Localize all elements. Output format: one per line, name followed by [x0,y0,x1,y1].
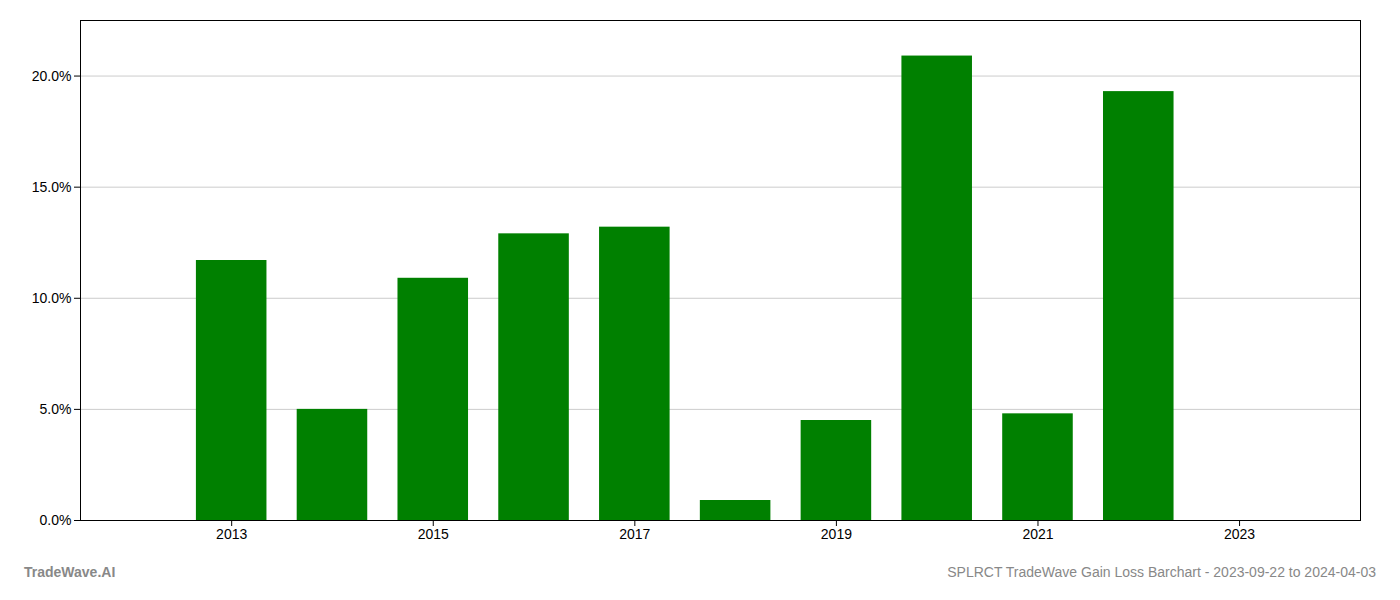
svg-text:2013: 2013 [216,526,247,542]
svg-text:2017: 2017 [619,526,650,542]
svg-text:0.0%: 0.0% [40,512,72,528]
html-text:SPLRCT TradeWave Gain Loss Bar: SPLRCT TradeWave Gain Loss Barchart - 20… [947,564,1376,580]
svg-text:2019: 2019 [821,526,852,542]
html-text:TradeWave.AI: TradeWave.AI [24,564,116,580]
svg-text:5.0%: 5.0% [40,401,72,417]
svg-text:2015: 2015 [418,526,449,542]
svg-text:20.0%: 20.0% [32,68,72,84]
svg-text:10.0%: 10.0% [32,290,72,306]
svg-text:2023: 2023 [1224,526,1255,542]
svg-text:15.0%: 15.0% [32,179,72,195]
svg-text:2021: 2021 [1022,526,1053,542]
